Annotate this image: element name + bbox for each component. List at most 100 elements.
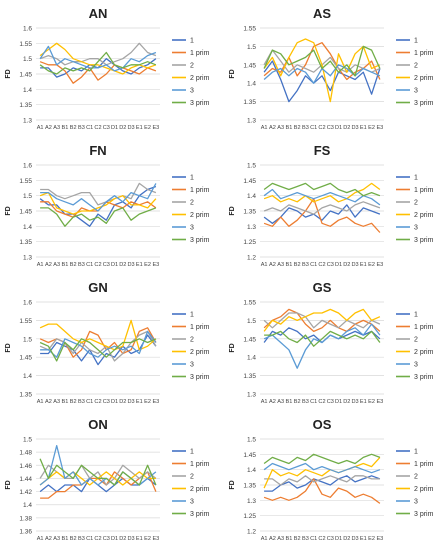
x-tick-label: E3: [376, 262, 383, 268]
x-tick-label: C2: [318, 536, 325, 542]
x-tick-label: B1: [286, 536, 293, 542]
y-tick-label: 1.44: [19, 476, 32, 483]
y-tick-label: 1.36: [19, 529, 32, 536]
x-tick-label: D1: [335, 536, 342, 542]
y-tick-label: 1.25: [243, 239, 256, 246]
chart-title: AS: [313, 6, 331, 21]
y-tick-label: 1.35: [19, 392, 32, 399]
legend-label: 3: [190, 88, 194, 95]
x-tick-label: C2: [94, 536, 101, 542]
legend-label: 2: [190, 200, 194, 207]
x-tick-label: D3: [127, 536, 134, 542]
chart-panel-on: ON 1.36 1.38 1.4 1.42 1.44 1.46 1.48 1.5 FD A1 A2 A3…: [5, 417, 210, 542]
y-axis-label: FD: [5, 69, 12, 78]
x-tick-label: D3: [127, 262, 134, 268]
legend-label: 3: [414, 362, 418, 369]
legend-label: 3: [190, 362, 194, 369]
legend-label: 1: [190, 312, 194, 319]
series-line-2: [40, 182, 157, 206]
y-tick-label: 1.4: [23, 502, 32, 509]
x-tick-label: B3: [78, 125, 85, 131]
legend-label: 1 prim: [190, 50, 210, 57]
series-line-1: [39, 185, 157, 227]
y-tick-label: 1.6: [23, 163, 32, 170]
chart-panel-fs: FS 1.2 1.25 1.3 1.35 1.4 1.45 1.5 FD A1 A2 A3 B1 B2 B3…: [229, 143, 434, 268]
x-tick-label: C3: [327, 262, 334, 268]
x-tick-label: E3: [376, 536, 383, 542]
y-axis-label: FD: [229, 206, 236, 215]
series-line-1-prim: [263, 308, 381, 333]
x-tick-label: D1: [335, 262, 342, 268]
y-tick-label: 1.3: [247, 392, 256, 399]
legend-label: 3: [414, 225, 418, 232]
series-line-1: [263, 60, 381, 103]
legend-label: 3 prim: [190, 374, 210, 381]
x-tick-label: B2: [70, 262, 77, 268]
chart-title: OS: [313, 417, 332, 432]
y-tick-label: 1.5: [247, 163, 256, 170]
y-axis-label: FD: [5, 343, 12, 352]
y-tick-label: 1.35: [19, 102, 32, 109]
x-tick-label: A2: [45, 536, 52, 542]
y-tick-label: 1.5: [23, 193, 32, 200]
y-tick-label: 1.55: [243, 26, 256, 33]
legend-label: 1 prim: [414, 50, 434, 57]
x-tick-label: C3: [103, 399, 110, 405]
series-line-3: [40, 183, 157, 212]
x-tick-label: E1: [360, 262, 367, 268]
legend-label: 3: [414, 88, 418, 95]
x-tick-label: D2: [119, 262, 126, 268]
x-tick-label: B1: [62, 536, 69, 542]
y-tick-label: 1.45: [243, 62, 256, 69]
x-tick-label: E2: [144, 536, 151, 542]
x-tick-label: D1: [111, 125, 118, 131]
x-tick-label: A3: [53, 262, 60, 268]
x-tick-label: A2: [269, 125, 276, 131]
x-tick-label: C1: [86, 262, 93, 268]
legend-label: 1 prim: [414, 461, 434, 468]
legend-label: 1: [414, 312, 418, 319]
x-tick-label: A3: [53, 536, 60, 542]
y-tick-label: 1.3: [23, 118, 32, 125]
y-tick-label: 1.2: [247, 255, 256, 262]
legend-label: 3 prim: [190, 237, 210, 244]
legend-label: 2 prim: [190, 486, 210, 493]
x-tick-label: B3: [78, 536, 85, 542]
x-tick-label: D1: [111, 262, 118, 268]
series-line-3-prim: [264, 330, 381, 347]
series-line-3-prim: [39, 51, 157, 75]
chart-panel-fn: FN 1.3 1.35 1.4 1.45 1.5 1.55 1.6 FD A1 A2 A3 B1 B2 B3…: [5, 143, 210, 268]
y-axis-label: FD: [5, 480, 12, 489]
series-line-3: [40, 330, 157, 358]
x-tick-label: D2: [343, 262, 350, 268]
x-tick-label: B2: [294, 125, 301, 131]
chart-panel-an: AN 1.3 1.35 1.4 1.45 1.5 1.55 1.6 FD A1 A2 A3 B1 B2 B3…: [5, 6, 210, 131]
chart-title: FN: [89, 143, 106, 158]
x-tick-label: A3: [277, 262, 284, 268]
x-tick-label: D2: [343, 125, 350, 131]
series-line-2: [39, 464, 157, 486]
y-tick-label: 1.55: [19, 41, 32, 48]
y-tick-label: 1.4: [23, 87, 32, 94]
legend-label: 1: [414, 175, 418, 182]
x-tick-label: A2: [45, 125, 52, 131]
y-tick-label: 1.3: [247, 118, 256, 125]
y-tick-label: 1.35: [243, 99, 256, 106]
series-line-3: [263, 188, 381, 206]
chart-title: AN: [89, 6, 108, 21]
x-tick-label: E3: [152, 125, 159, 131]
x-tick-label: E3: [376, 399, 383, 405]
x-tick-label: C1: [86, 536, 93, 542]
x-tick-label: A2: [269, 399, 276, 405]
legend-label: 1 prim: [414, 187, 434, 194]
x-tick-label: D2: [119, 399, 126, 405]
series-line-2: [264, 475, 380, 486]
x-tick-label: A3: [277, 399, 284, 405]
x-tick-label: B1: [62, 262, 69, 268]
x-tick-label: A1: [37, 262, 44, 268]
x-tick-label: E2: [144, 125, 151, 131]
x-tick-label: B2: [70, 536, 77, 542]
y-tick-label: 1.35: [243, 373, 256, 380]
legend-label: 2 prim: [414, 486, 434, 493]
